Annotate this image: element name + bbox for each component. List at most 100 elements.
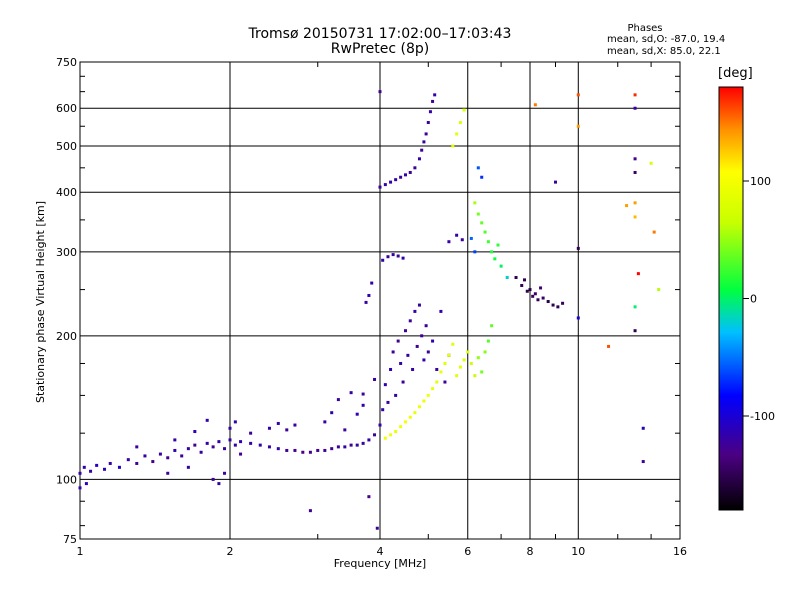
- data-point: [173, 448, 177, 452]
- data-point: [355, 443, 359, 447]
- data-point: [413, 309, 417, 313]
- data-point: [493, 257, 497, 261]
- data-point: [399, 425, 403, 429]
- data-point: [420, 148, 424, 152]
- data-point: [514, 276, 518, 280]
- data-point: [408, 319, 412, 323]
- data-point: [499, 264, 503, 268]
- data-point: [308, 509, 312, 513]
- data-point: [193, 443, 197, 447]
- data-point: [108, 461, 112, 465]
- data-point: [455, 374, 459, 378]
- data-point: [415, 344, 419, 348]
- data-point: [82, 465, 86, 469]
- x-tick-label: 16: [673, 545, 687, 558]
- phase-stat-x: mean, sd,X: 85.0, 22.1: [607, 46, 721, 57]
- data-point: [370, 281, 374, 285]
- data-point: [217, 482, 221, 486]
- data-point: [451, 342, 455, 346]
- data-point: [399, 175, 403, 179]
- data-point: [193, 430, 197, 434]
- data-point: [285, 428, 289, 432]
- data-point: [431, 339, 435, 343]
- data-point: [431, 387, 435, 391]
- x-tick-label: 10: [571, 545, 585, 558]
- data-point: [462, 108, 466, 112]
- data-point: [443, 380, 447, 384]
- x-axis-label: Frequency [MHz]: [333, 557, 427, 570]
- data-point: [166, 456, 170, 460]
- data-point: [95, 463, 99, 467]
- data-point: [396, 339, 400, 343]
- data-point: [378, 185, 382, 189]
- data-point: [211, 445, 215, 449]
- data-point: [186, 465, 190, 469]
- data-point: [323, 448, 327, 452]
- data-point: [330, 411, 334, 415]
- data-point: [480, 370, 484, 374]
- data-point: [103, 467, 107, 471]
- data-point: [267, 426, 271, 430]
- data-point: [633, 170, 637, 174]
- data-point: [386, 400, 390, 404]
- chart-title-line2: RwPretec (8p): [330, 41, 430, 57]
- data-point: [355, 412, 359, 416]
- plot-frame: [79, 61, 681, 540]
- data-point: [401, 380, 405, 384]
- data-point: [520, 283, 524, 287]
- data-point: [649, 161, 653, 165]
- data-point: [239, 452, 243, 456]
- data-point: [378, 90, 382, 94]
- data-point: [403, 420, 407, 424]
- data-point: [531, 294, 535, 298]
- data-point: [533, 103, 537, 107]
- data-point: [267, 445, 271, 449]
- data-point: [378, 423, 382, 427]
- data-point: [301, 450, 305, 454]
- colorbar-tick-label: 0: [750, 293, 757, 306]
- data-point: [426, 121, 430, 125]
- data-point: [539, 286, 543, 290]
- data-point: [417, 303, 421, 307]
- chart-title-line1: Tromsø 20150731 17:02:00–17:03:43: [248, 26, 512, 42]
- data-point: [349, 443, 353, 447]
- data-point: [249, 441, 253, 445]
- data-point: [205, 418, 209, 422]
- data-point: [78, 486, 82, 490]
- data-point: [391, 350, 395, 354]
- phase-stat-o: mean, sd,O: -87.0, 19.4: [607, 34, 726, 45]
- data-point: [480, 175, 484, 179]
- data-point: [476, 356, 480, 360]
- data-point: [473, 201, 477, 205]
- y-tick-label: 600: [56, 102, 77, 115]
- data-point: [373, 433, 377, 437]
- data-point: [533, 292, 537, 296]
- data-point: [373, 377, 377, 381]
- data-point: [447, 353, 451, 357]
- data-point: [285, 448, 289, 452]
- data-point: [78, 471, 82, 475]
- data-point: [523, 278, 527, 282]
- data-point: [490, 250, 494, 254]
- data-point: [447, 240, 451, 244]
- data-point: [399, 361, 403, 365]
- colorbar-tick-label: 100: [750, 175, 771, 188]
- data-point: [406, 353, 410, 357]
- data-point: [633, 93, 637, 97]
- data-point: [576, 246, 580, 250]
- data-point: [428, 110, 432, 114]
- data-point: [433, 93, 437, 97]
- y-axis-label: Stationary phase Virtual Height [km]: [34, 200, 47, 404]
- data-point: [576, 124, 580, 128]
- data-point: [381, 258, 385, 262]
- data-point: [375, 526, 379, 530]
- data-point: [435, 367, 439, 371]
- data-point: [135, 445, 139, 449]
- x-tick-label: 1: [77, 545, 84, 558]
- data-point: [462, 358, 466, 362]
- data-point: [528, 288, 532, 292]
- data-point: [525, 289, 529, 293]
- data-point: [556, 305, 560, 309]
- data-point: [316, 448, 320, 452]
- data-point: [551, 303, 555, 307]
